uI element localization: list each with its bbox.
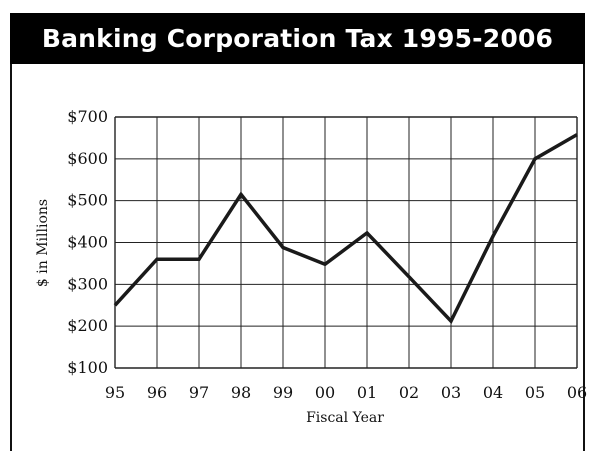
chart-title: Banking Corporation Tax 1995-2006 xyxy=(10,13,585,64)
y-axis-ticks: $100 $200 $300 $400 $500 $600 $700 xyxy=(67,107,108,377)
chart-frame xyxy=(10,13,585,451)
x-tick-label: 03 xyxy=(441,383,461,402)
y-tick-label: $600 xyxy=(67,149,108,168)
series-line xyxy=(113,133,578,325)
x-tick-label: 00 xyxy=(315,383,335,402)
x-tick-label: 97 xyxy=(189,383,209,402)
x-tick-label: 01 xyxy=(357,383,377,402)
y-tick-label: $500 xyxy=(67,191,108,210)
x-tick-label: 06 xyxy=(567,383,587,402)
y-tick-label: $100 xyxy=(67,358,108,377)
y-tick-label: $400 xyxy=(67,233,108,252)
x-axis-label: Fiscal Year xyxy=(306,410,384,426)
x-axis-ticks: 95 96 97 98 99 00 01 02 03 04 05 06 xyxy=(105,383,587,402)
x-tick-label: 05 xyxy=(525,383,545,402)
x-tick-label: 02 xyxy=(399,383,419,402)
y-tick-label: $300 xyxy=(67,274,108,293)
y-tick-label: $700 xyxy=(67,107,108,126)
x-tick-label: 99 xyxy=(273,383,293,402)
x-tick-label: 96 xyxy=(147,383,167,402)
grid xyxy=(114,116,578,369)
y-axis-label: $ in Millions xyxy=(35,199,51,287)
x-tick-label: 04 xyxy=(483,383,503,402)
x-tick-label: 95 xyxy=(105,383,125,402)
x-tick-label: 98 xyxy=(231,383,251,402)
y-tick-label: $200 xyxy=(67,316,108,335)
